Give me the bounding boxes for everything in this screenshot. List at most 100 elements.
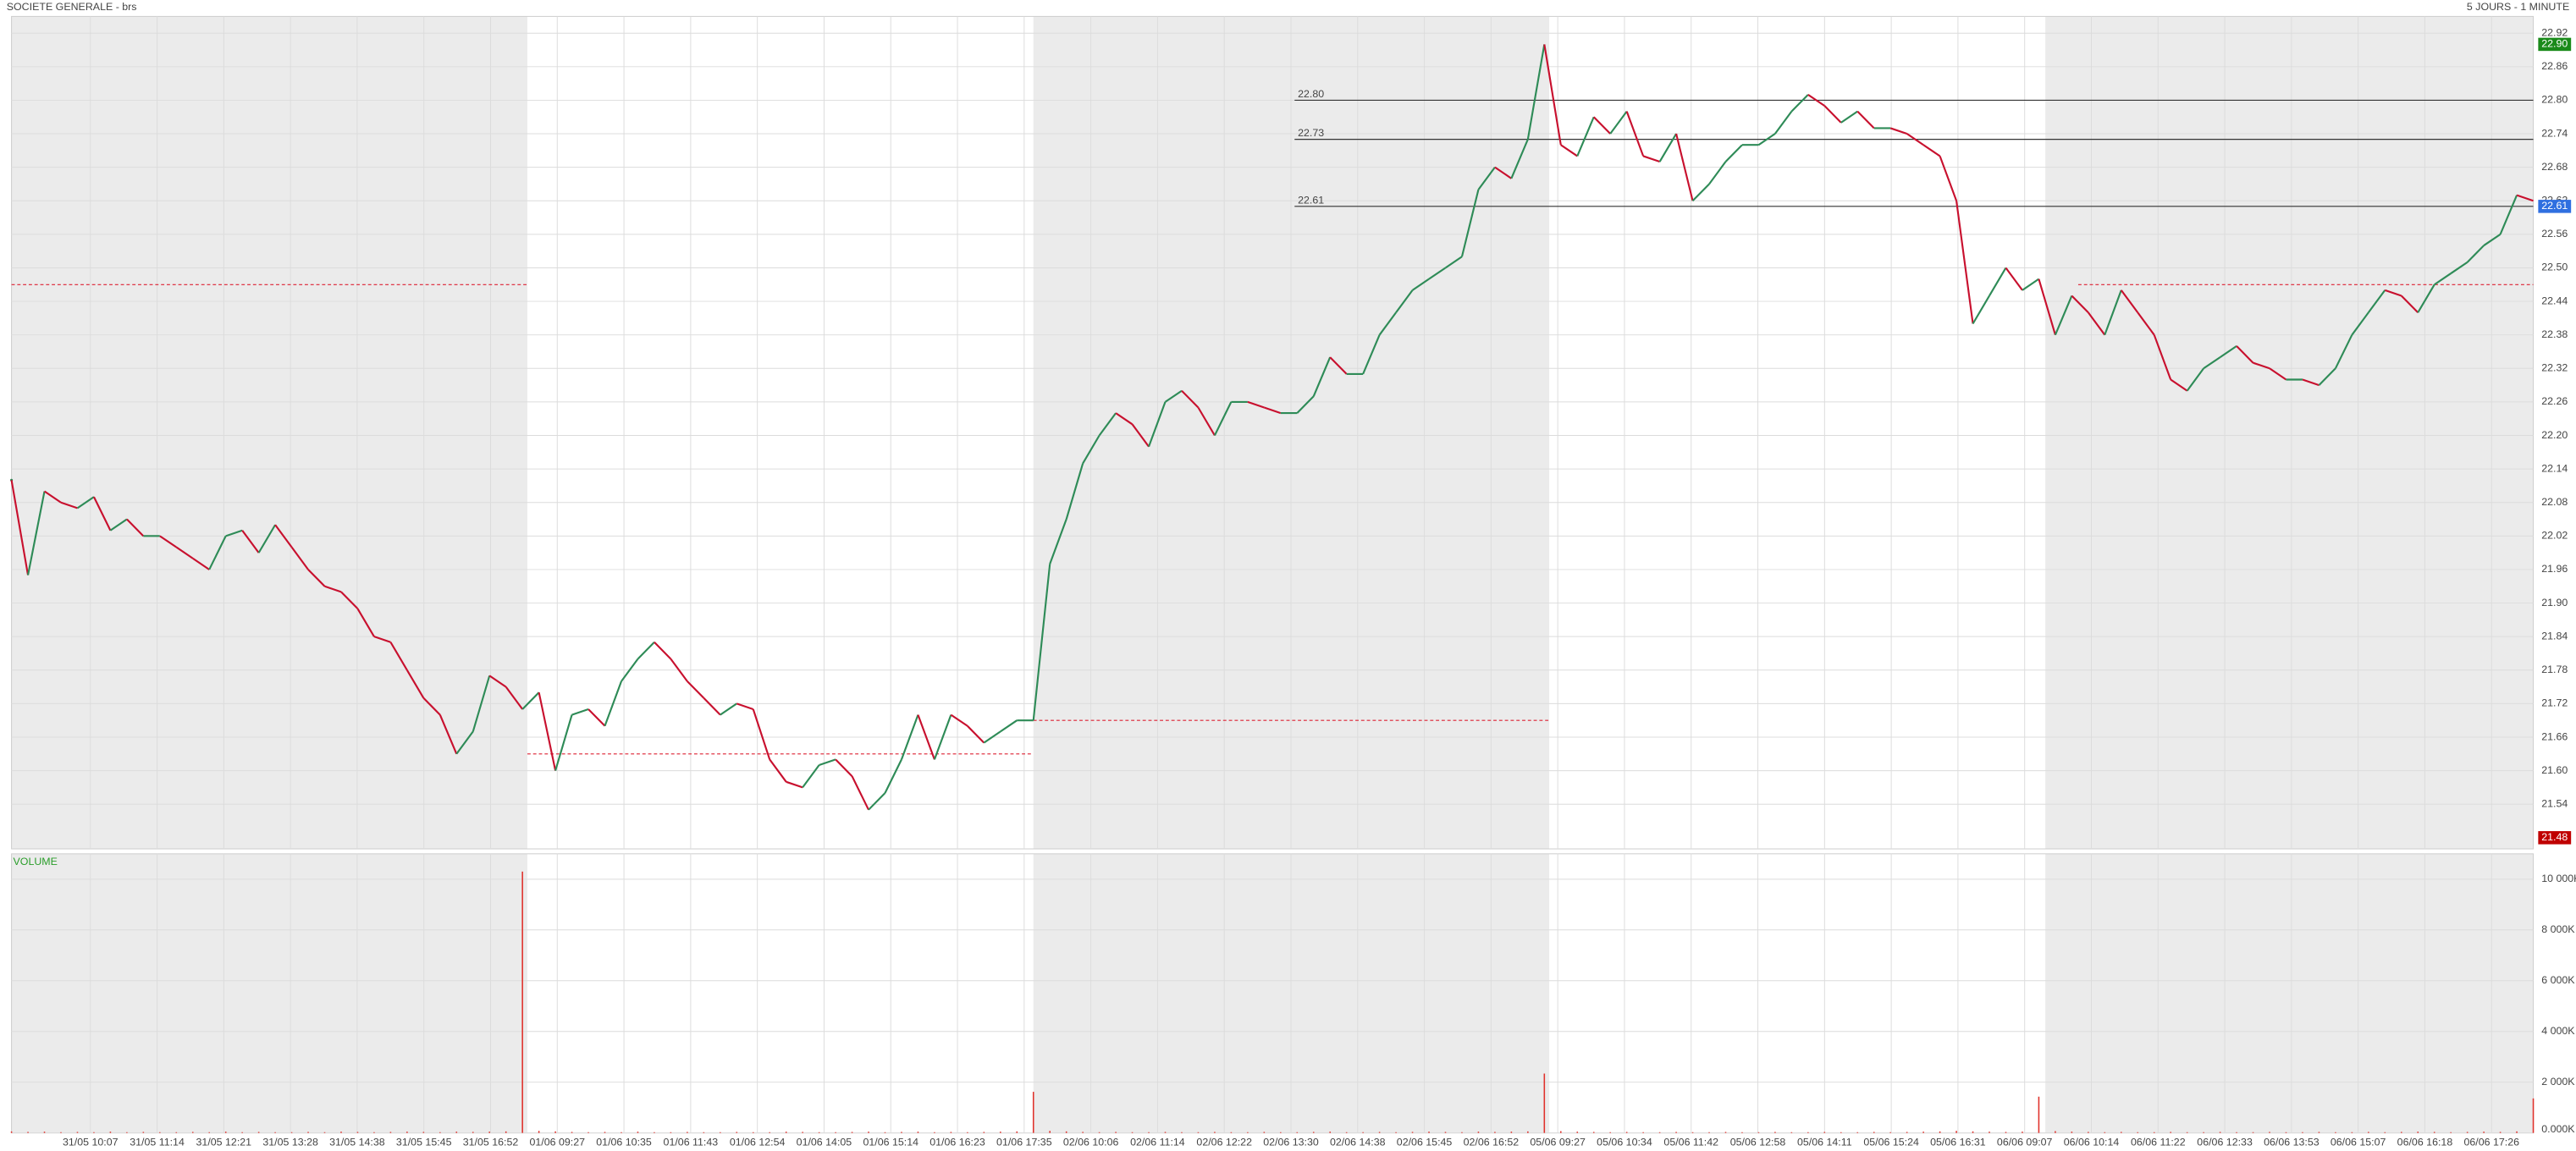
- price-segment: [159, 535, 177, 548]
- price-segment: [1082, 434, 1100, 465]
- price-segment: [1148, 401, 1167, 448]
- price-segment: [1724, 144, 1743, 162]
- volume-bar: [60, 1132, 62, 1133]
- price-segment: [2022, 278, 2040, 291]
- price-segment: [1296, 395, 1315, 414]
- price-badge: [2538, 831, 2572, 845]
- price-segment: [1642, 155, 1660, 163]
- x-tick-label: 01/06 12:54: [730, 1137, 786, 1148]
- price-segment: [654, 642, 672, 660]
- x-tick-label: 31/05 11:14: [130, 1137, 185, 1148]
- price-segment: [1460, 189, 1480, 257]
- volume-bar: [2351, 1132, 2353, 1133]
- price-segment: [703, 697, 721, 716]
- volume-bar: [1807, 1132, 1809, 1133]
- price-segment: [1625, 111, 1645, 157]
- volume-bar: [1790, 1132, 1793, 1133]
- price-badge-label: 22.90: [2541, 38, 2568, 50]
- price-segment: [1164, 389, 1183, 403]
- price-segment: [521, 691, 540, 710]
- volume-bar: [1955, 1131, 1957, 1133]
- volume-bar: [1840, 1132, 1842, 1133]
- price-segment: [2302, 378, 2320, 387]
- volume-bar: [2302, 1132, 2303, 1133]
- volume-bar: [439, 1132, 441, 1133]
- y-tick-label: 22.38: [2541, 328, 2568, 340]
- price-segment: [884, 758, 902, 794]
- volume-bar: [1197, 1132, 1200, 1133]
- x-tick-label: 31/05 13:28: [262, 1137, 318, 1148]
- price-segment: [687, 680, 705, 699]
- y-tick-label: 22.80: [2541, 94, 2568, 106]
- y-tick-label: 22.74: [2541, 127, 2568, 139]
- y-tick-label: 22.50: [2541, 262, 2568, 273]
- volume-bar: [241, 1132, 243, 1133]
- price-segment: [2417, 284, 2435, 313]
- session-shade: [11, 16, 527, 850]
- price-segment: [736, 702, 754, 710]
- price-badge: [2538, 37, 2572, 52]
- price-segment: [455, 730, 474, 755]
- volume-bar: [1939, 1131, 1941, 1133]
- price-segment: [2334, 334, 2353, 369]
- x-tick-label: 02/06 10:06: [1063, 1137, 1119, 1148]
- price-segment: [257, 524, 277, 553]
- price-segment: [241, 530, 260, 553]
- price-segment: [819, 758, 836, 767]
- price-segment: [1675, 133, 1694, 201]
- price-segment: [2186, 367, 2204, 392]
- price-segment: [488, 675, 507, 688]
- x-tick-label: 02/06 13:30: [1263, 1137, 1319, 1148]
- price-segment: [1197, 406, 1216, 437]
- x-tick-label: 01/06 16:23: [929, 1137, 985, 1148]
- y-tick-label: 21.54: [2541, 797, 2568, 809]
- session-shade: [11, 853, 527, 1133]
- price-segment: [1032, 564, 1051, 721]
- x-tick-label: 01/06 10:35: [596, 1137, 652, 1148]
- volume-tick-label: 10 000K: [2541, 873, 2576, 884]
- price-segment: [1000, 719, 1018, 733]
- volume-bar: [2038, 1096, 2040, 1133]
- x-tick-label: 31/05 14:38: [329, 1137, 385, 1148]
- y-tick-label: 21.84: [2541, 630, 2568, 642]
- volume-bar: [1691, 1132, 1694, 1133]
- price-segment: [802, 764, 820, 789]
- volume-bar: [126, 1132, 128, 1133]
- price-segment: [1494, 166, 1512, 179]
- price-segment: [1526, 44, 1546, 140]
- price-segment: [1428, 267, 1447, 280]
- volume-bar: [1395, 1132, 1397, 1133]
- volume-bar: [1247, 1132, 1249, 1133]
- volume-bar: [93, 1132, 95, 1133]
- price-segment: [1065, 463, 1084, 520]
- price-segment: [2499, 195, 2518, 235]
- price-segment: [967, 725, 985, 744]
- price-segment: [587, 708, 606, 727]
- price-segment: [1955, 201, 1974, 324]
- price-segment: [786, 780, 803, 789]
- volume-tick-label: 0.000K: [2541, 1123, 2575, 1135]
- y-tick-label: 22.44: [2541, 295, 2568, 306]
- price-segment: [538, 691, 557, 771]
- price-segment: [933, 714, 952, 760]
- volume-bar: [2384, 1132, 2386, 1133]
- price-segment: [1823, 105, 1842, 124]
- y-tick-label: 21.78: [2541, 664, 2568, 675]
- price-segment: [2269, 367, 2287, 381]
- price-segment: [340, 591, 359, 609]
- chart-title: SOCIETE GENERALE - brs: [7, 1, 137, 13]
- price-segment: [1774, 110, 1793, 135]
- price-segment: [1609, 110, 1628, 135]
- volume-bar: [1032, 1092, 1034, 1133]
- price-segment: [1592, 116, 1611, 135]
- price-segment: [92, 496, 112, 531]
- price-segment: [356, 608, 375, 637]
- price-segment: [126, 518, 145, 537]
- price-segment: [290, 546, 309, 570]
- price-segment: [2054, 295, 2073, 336]
- y-tick-label: 21.90: [2541, 597, 2568, 609]
- volume-bar: [1461, 1132, 1463, 1133]
- volume-bar: [521, 871, 523, 1133]
- volume-bar: [1972, 1131, 1974, 1133]
